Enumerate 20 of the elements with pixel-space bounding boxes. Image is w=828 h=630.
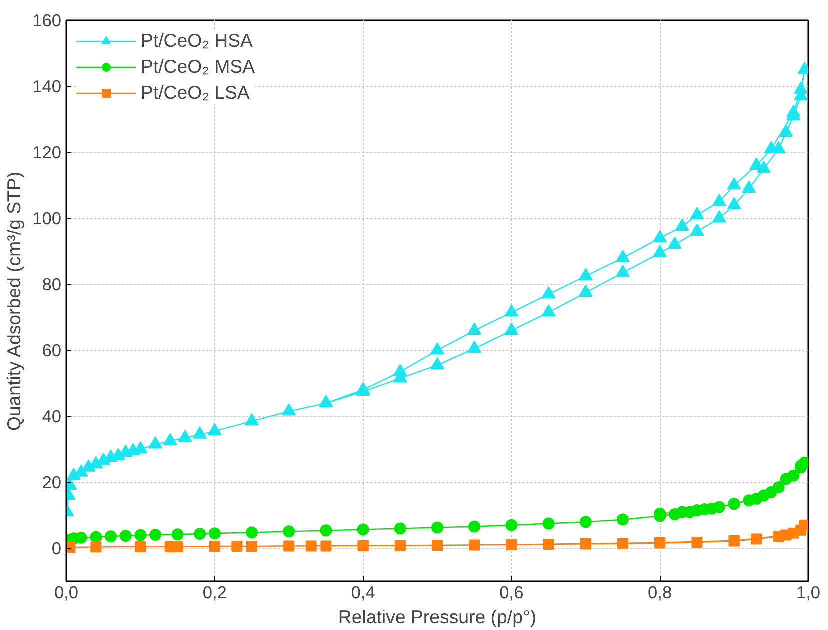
y-tick-label: 160 — [32, 10, 62, 30]
x-tick-label: 0,4 — [351, 582, 376, 602]
y-tick-label: 100 — [32, 208, 62, 228]
y-tick-label: 40 — [42, 406, 62, 426]
y-tick-label: 120 — [32, 142, 62, 162]
legend-label: Pt/CeO₂ LSA — [141, 82, 250, 104]
legend-label: Pt/CeO₂ HSA — [141, 30, 253, 52]
y-tick-label: 60 — [42, 340, 62, 360]
y-tick-label: 20 — [42, 472, 62, 492]
x-tick-label: 0,0 — [54, 582, 79, 602]
x-tick-label: 0,2 — [202, 582, 227, 602]
legend-label: Pt/CeO₂ MSA — [141, 56, 256, 78]
x-axis-title: Relative Pressure (p/p°) — [338, 606, 537, 628]
x-tick-label: 0,8 — [648, 582, 672, 602]
y-axis-title: Quantity Adsorbed (cm³/g STP) — [4, 172, 25, 432]
y-tick-label: 0 — [52, 538, 62, 558]
x-tick-label: 0,6 — [500, 582, 524, 602]
x-tick-label: 1,0 — [796, 582, 821, 602]
y-tick-label: 80 — [42, 274, 62, 294]
y-tick-label: 140 — [32, 76, 62, 96]
